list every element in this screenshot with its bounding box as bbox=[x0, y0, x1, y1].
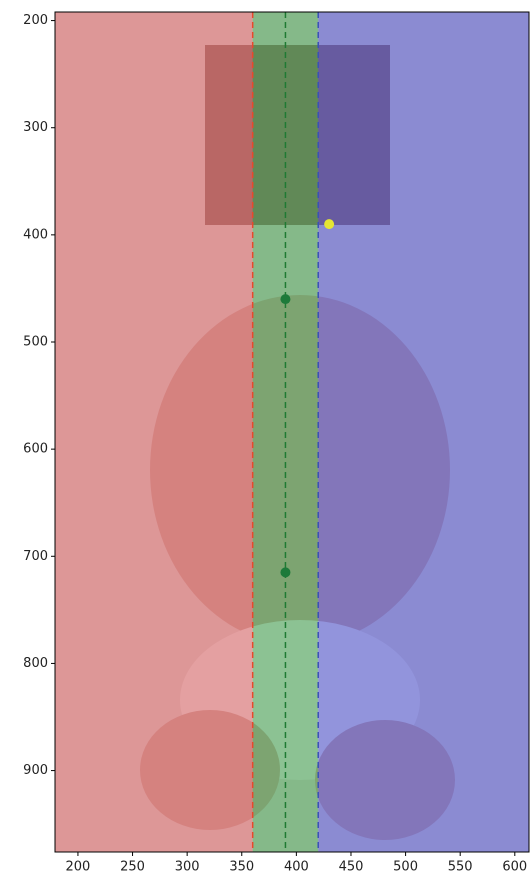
highlight-span bbox=[318, 12, 529, 852]
x-tick-label: 350 bbox=[229, 860, 254, 875]
point bbox=[280, 294, 290, 304]
x-tick-label: 450 bbox=[339, 860, 364, 875]
y-tick-label: 900 bbox=[23, 763, 48, 778]
x-tick-label: 500 bbox=[393, 860, 418, 875]
x-tick-label: 600 bbox=[502, 860, 527, 875]
chart: 200 250 300 350 400 450 500 550 600 200 300 400 500 6… bbox=[0, 0, 531, 877]
y-tick-label: 700 bbox=[23, 549, 48, 564]
y-tick-label: 800 bbox=[23, 656, 48, 671]
x-tick-label: 250 bbox=[120, 860, 145, 875]
point bbox=[280, 567, 290, 577]
x-tick-label: 200 bbox=[66, 860, 91, 875]
x-tick-label: 300 bbox=[175, 860, 200, 875]
x-tick-label: 550 bbox=[448, 860, 473, 875]
y-tick-label: 500 bbox=[23, 335, 48, 350]
point bbox=[324, 219, 334, 229]
y-tick-label: 300 bbox=[23, 120, 48, 135]
highlight-span bbox=[55, 12, 253, 852]
x-tick-label: 400 bbox=[284, 860, 309, 875]
y-tick-label: 200 bbox=[23, 13, 48, 28]
y-tick-label: 400 bbox=[23, 227, 48, 242]
y-tick-label: 600 bbox=[23, 442, 48, 457]
